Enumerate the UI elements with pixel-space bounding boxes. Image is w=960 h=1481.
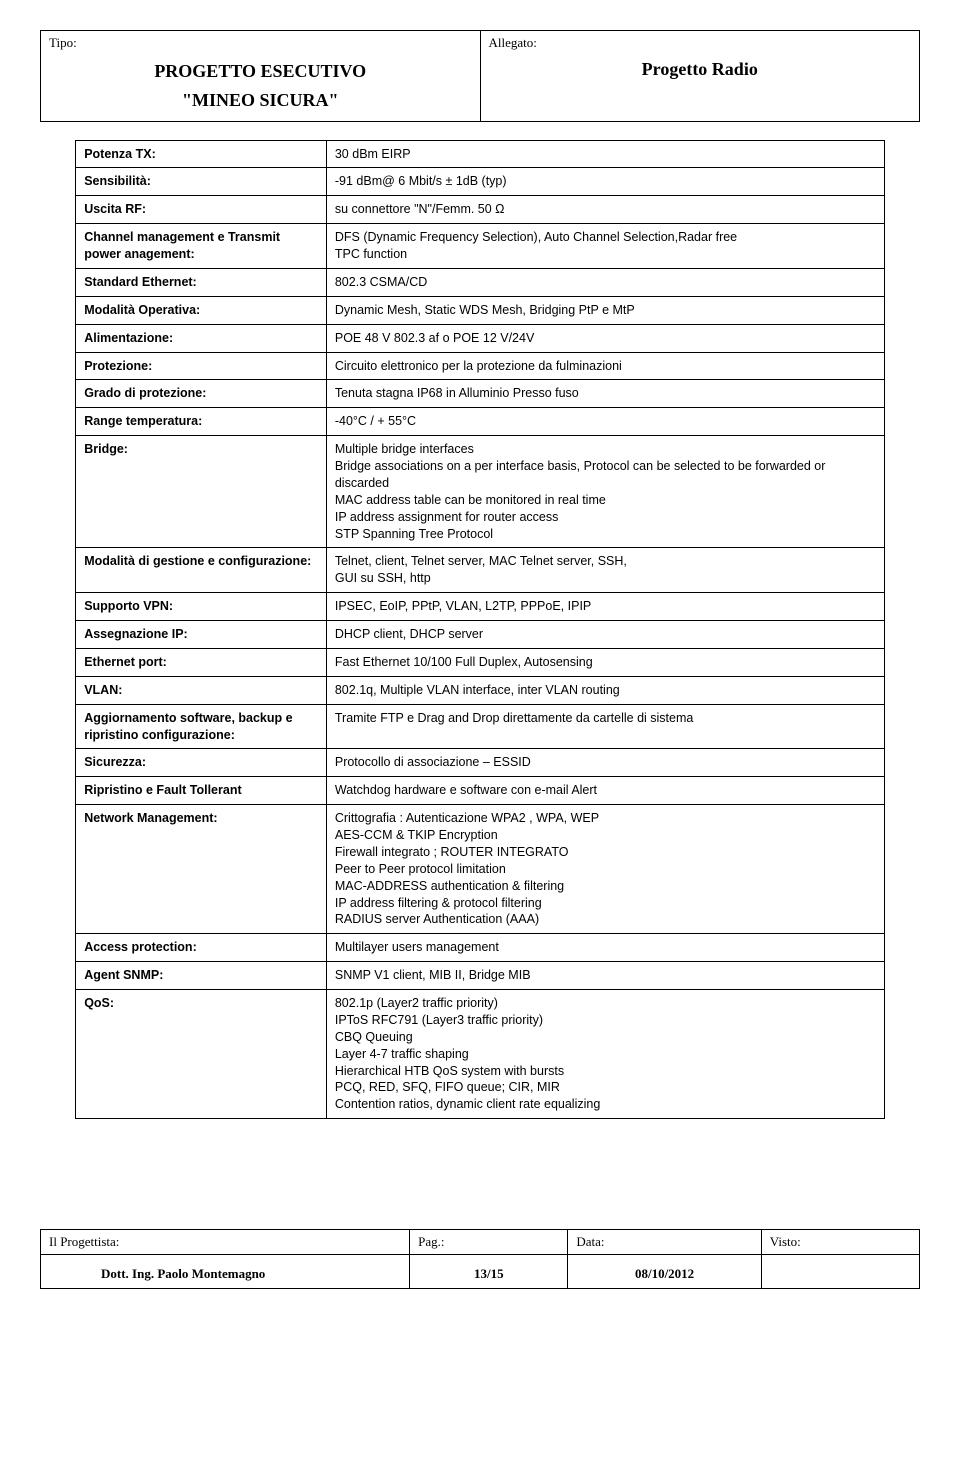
table-row: Bridge:Multiple bridge interfacesBridge … bbox=[76, 436, 885, 548]
footer-col2-value: 13/15 bbox=[410, 1255, 568, 1289]
table-row: Grado di protezione:Tenuta stagna IP68 i… bbox=[76, 380, 885, 408]
footer-col1-label: Il Progettista: bbox=[41, 1230, 410, 1255]
footer-col2-label: Pag.: bbox=[410, 1230, 568, 1255]
table-row: Modalità Operativa:Dynamic Mesh, Static … bbox=[76, 296, 885, 324]
table-row: Range temperatura:-40°C / + 55°C bbox=[76, 408, 885, 436]
tipo-label: Tipo: bbox=[49, 35, 472, 51]
table-row: Uscita RF:su connettore "N"/Femm. 50 Ω bbox=[76, 196, 885, 224]
spec-table: Potenza TX:30 dBm EIRP Sensibilità:-91 d… bbox=[75, 140, 885, 1120]
table-row: Potenza TX:30 dBm EIRP bbox=[76, 140, 885, 168]
allegato-label: Allegato: bbox=[489, 35, 912, 51]
footer-col4-label: Visto: bbox=[761, 1230, 919, 1255]
footer-col1-value: Dott. Ing. Paolo Montemagno bbox=[41, 1255, 410, 1289]
document-header: Tipo: PROGETTO ESECUTIVO "MINEO SICURA" … bbox=[40, 30, 920, 122]
table-row: Network Management:Crittografia : Autent… bbox=[76, 805, 885, 934]
allegato-value: Progetto Radio bbox=[489, 51, 912, 84]
footer-col3-value: 08/10/2012 bbox=[568, 1255, 761, 1289]
table-row: Ripristino e Fault TollerantWatchdog har… bbox=[76, 777, 885, 805]
table-row: VLAN:802.1q, Multiple VLAN interface, in… bbox=[76, 676, 885, 704]
table-row: Sensibilità:-91 dBm@ 6 Mbit/s ± 1dB (typ… bbox=[76, 168, 885, 196]
table-row: Assegnazione IP:DHCP client, DHCP server bbox=[76, 621, 885, 649]
table-row: Access protection:Multilayer users manag… bbox=[76, 934, 885, 962]
document-footer: Il Progettista: Pag.: Data: Visto: Dott.… bbox=[40, 1229, 920, 1289]
table-row: Standard Ethernet:802.3 CSMA/CD bbox=[76, 268, 885, 296]
table-row: Modalità di gestione e configurazione:Te… bbox=[76, 548, 885, 593]
table-row: Protezione:Circuito elettronico per la p… bbox=[76, 352, 885, 380]
table-row: Ethernet port:Fast Ethernet 10/100 Full … bbox=[76, 648, 885, 676]
table-row: Aggiornamento software, backup e riprist… bbox=[76, 704, 885, 749]
table-row: Alimentazione:POE 48 V 802.3 af o POE 12… bbox=[76, 324, 885, 352]
table-row: Agent SNMP:SNMP V1 client, MIB II, Bridg… bbox=[76, 962, 885, 990]
project-title: PROGETTO ESECUTIVO "MINEO SICURA" bbox=[49, 51, 472, 117]
table-row: Channel management e Transmit power anag… bbox=[76, 224, 885, 269]
table-row: QoS:802.1p (Layer2 traffic priority)IPTo… bbox=[76, 990, 885, 1119]
footer-col3-label: Data: bbox=[568, 1230, 761, 1255]
footer-col4-value bbox=[761, 1255, 919, 1289]
table-row: Supporto VPN:IPSEC, EoIP, PPtP, VLAN, L2… bbox=[76, 593, 885, 621]
table-row: Sicurezza:Protocollo di associazione – E… bbox=[76, 749, 885, 777]
